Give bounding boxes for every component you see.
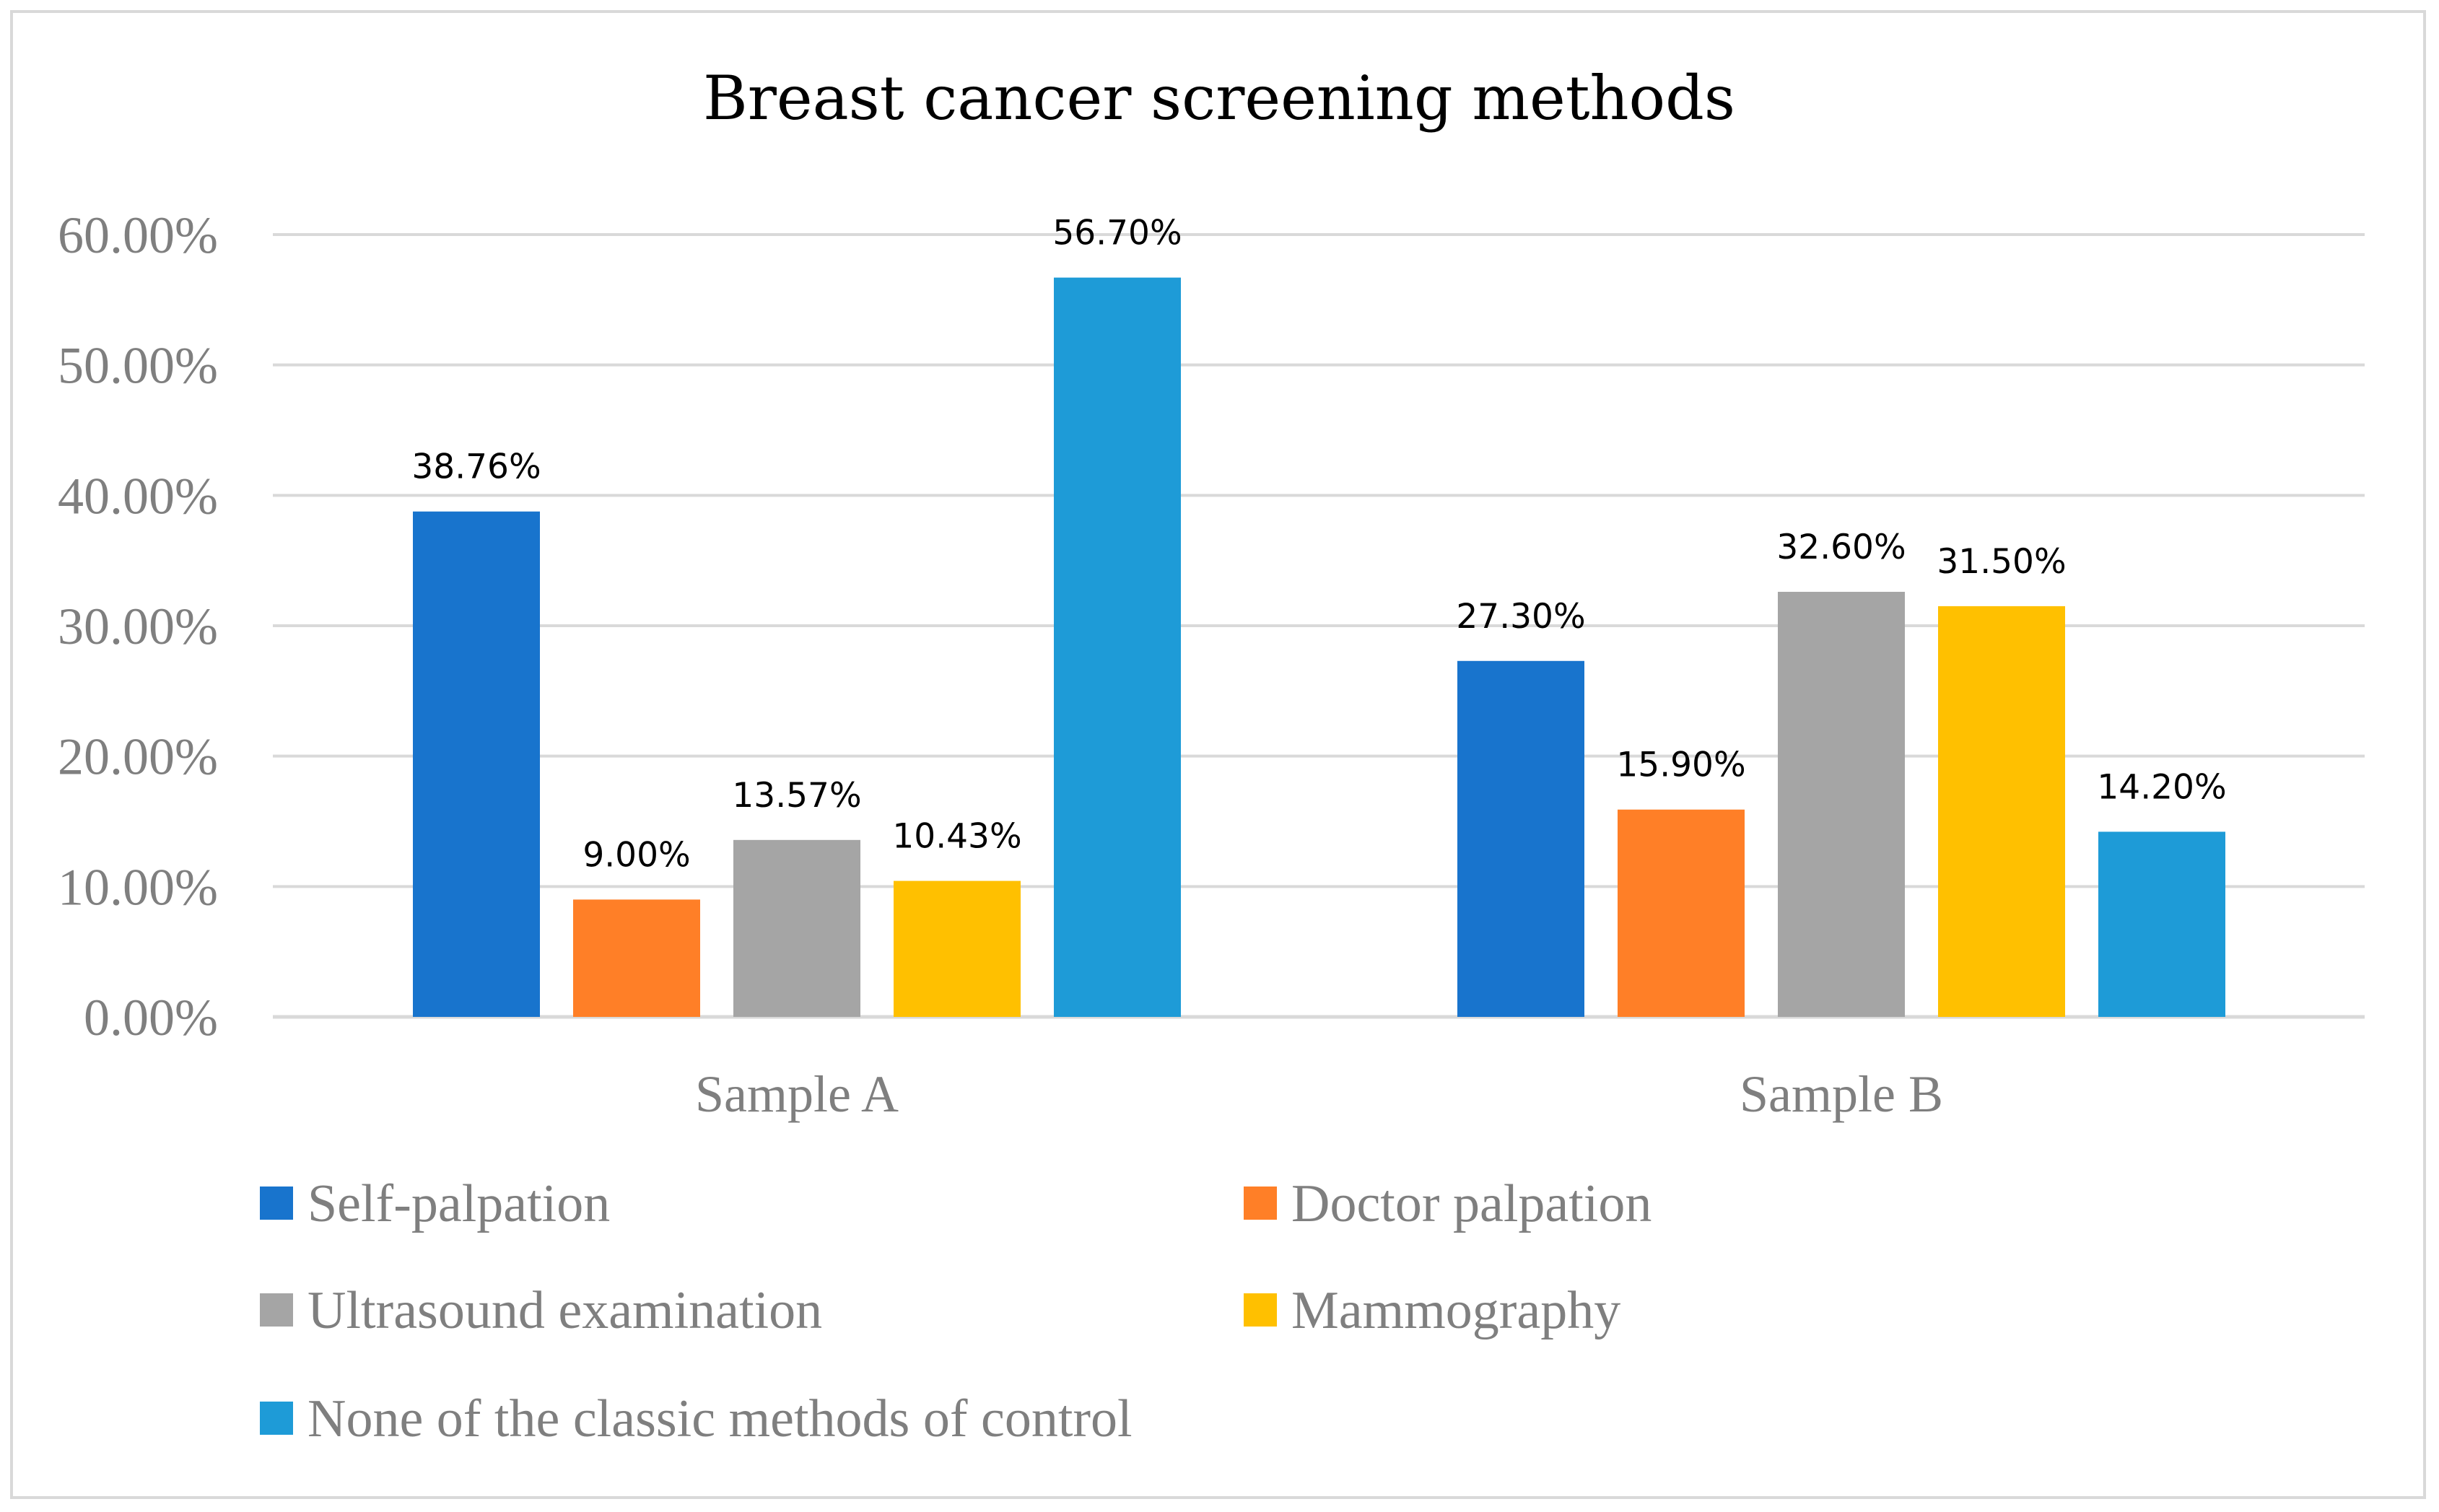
data-label: 13.57%: [732, 776, 861, 816]
data-label: 27.30%: [1456, 597, 1585, 637]
data-label: 56.70%: [1052, 214, 1182, 253]
bar: [1938, 606, 2065, 1017]
y-tick-label: 60.00%: [58, 206, 218, 264]
legend-swatch: [1244, 1293, 1277, 1327]
data-label: 9.00%: [583, 835, 690, 875]
bar: [894, 880, 1021, 1017]
bar: [1618, 809, 1745, 1017]
legend-swatch: [1244, 1187, 1277, 1220]
y-tick-label: 10.00%: [58, 858, 218, 916]
data-label: 10.43%: [892, 817, 1021, 857]
data-labels: 38.76% 9.00% 13.57% 10.43% 56.70% 27.30% 15.90…: [411, 214, 2226, 875]
y-tick-label: 20.00%: [58, 728, 218, 786]
chart-title: Breast cancer screening methods: [703, 63, 1735, 134]
data-label: 14.20%: [2097, 767, 2226, 807]
x-tick-label: Sample B: [1740, 1065, 1943, 1123]
legend-label: Ultrasound examination: [307, 1281, 822, 1340]
bar: [1054, 277, 1181, 1017]
bar: [733, 839, 860, 1017]
legend-item: Mammography: [1244, 1281, 1620, 1340]
bar: [2098, 831, 2225, 1017]
y-tick-label: 0.00%: [84, 989, 218, 1046]
bar: [1457, 660, 1584, 1017]
legend-swatch: [260, 1187, 293, 1220]
legend-label: None of the classic methods of control: [307, 1389, 1133, 1448]
legend-label: Doctor palpation: [1291, 1174, 1652, 1233]
y-tick-label: 40.00%: [58, 467, 218, 525]
x-axis-ticks: Sample A Sample B: [695, 1065, 1943, 1123]
data-label: 38.76%: [411, 447, 541, 487]
legend: Self-palpation Doctor palpation Ultrasound…: [260, 1174, 1652, 1448]
data-label: 15.90%: [1616, 746, 1745, 785]
y-axis-ticks: 0.00% 10.00% 20.00% 30.00% 40.00% 50.00% 60.00…: [58, 206, 218, 1046]
legend-swatch: [260, 1402, 293, 1435]
y-tick-label: 30.00%: [58, 598, 218, 655]
legend-item: None of the classic methods of control: [260, 1389, 1133, 1448]
bar: [1778, 592, 1905, 1017]
legend-item: Self-palpation: [260, 1174, 610, 1233]
x-tick-label: Sample A: [695, 1065, 899, 1123]
bar: [413, 511, 540, 1017]
legend-item: Ultrasound examination: [260, 1281, 822, 1340]
legend-item: Doctor palpation: [1244, 1174, 1652, 1233]
data-label: 32.60%: [1776, 528, 1906, 567]
legend-label: Mammography: [1291, 1281, 1620, 1340]
legend-label: Self-palpation: [307, 1174, 610, 1233]
data-label: 31.50%: [1937, 542, 2066, 582]
bars: [413, 277, 2225, 1017]
y-tick-label: 50.00%: [58, 337, 218, 395]
legend-swatch: [260, 1293, 293, 1327]
bar: [573, 899, 700, 1017]
